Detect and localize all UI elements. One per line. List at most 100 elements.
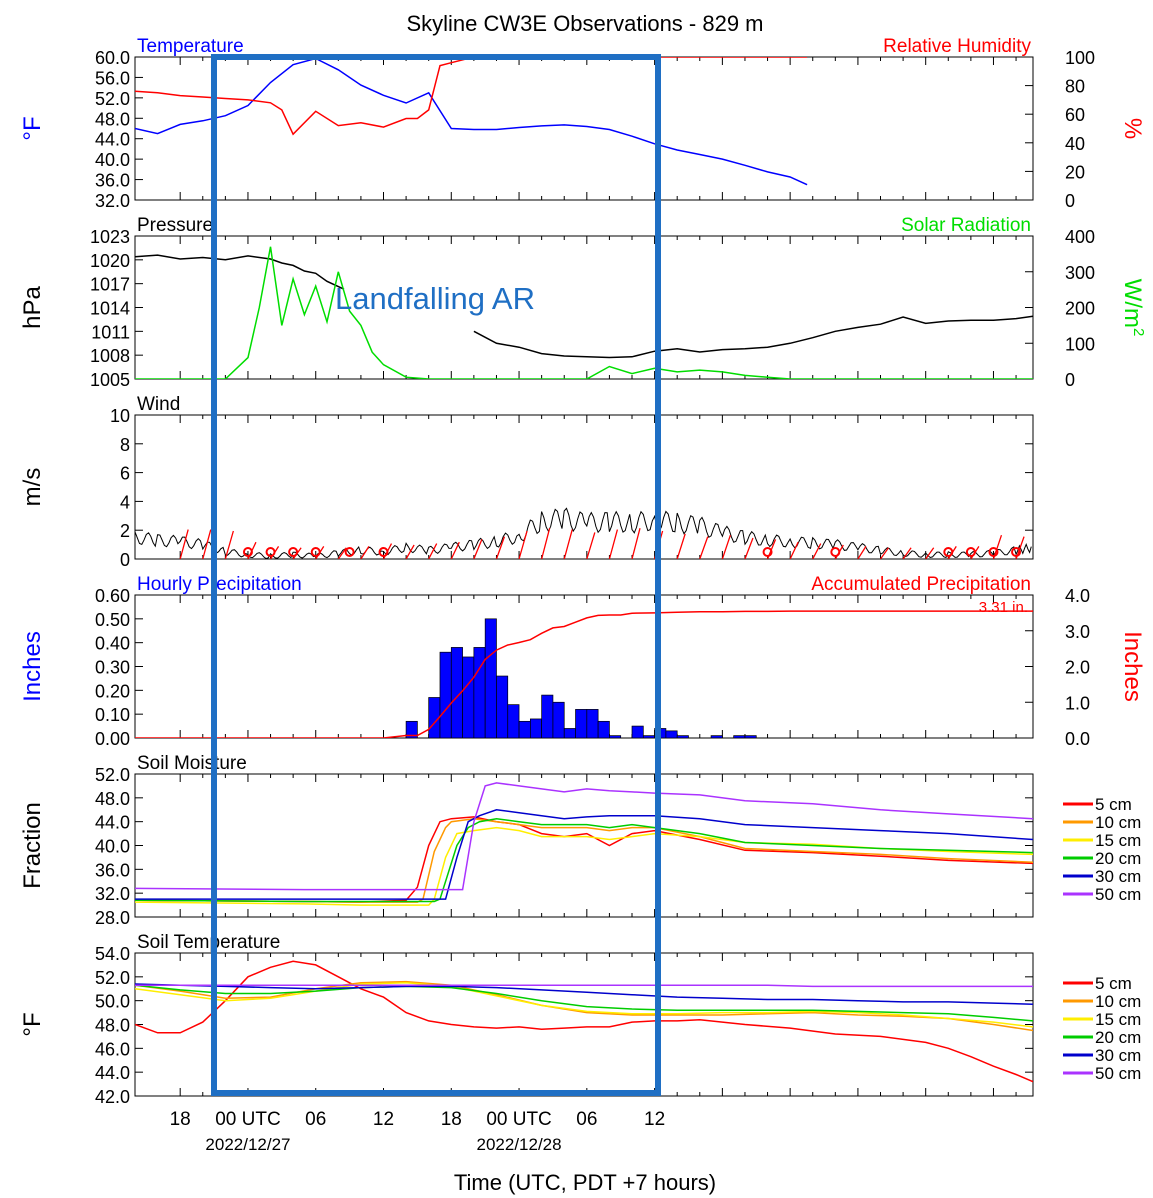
data-layer [135,610,1033,738]
series-line-5-cm [135,960,1033,1083]
panel-temperature: 60.056.052.048.044.040.036.032.0 100 80 60 4… [19,36,1146,211]
wind-barb [608,529,619,559]
y-tick-label: 48.0 [95,1016,130,1036]
calm-marker [988,547,999,557]
y-tick-label: 32.0 [95,884,130,904]
panel-frame [134,773,1034,918]
data-layer [135,57,808,186]
y-tick-label: 6 [120,464,130,484]
legend-label: 15 cm [1095,831,1141,850]
precip-bar [541,694,554,738]
y-tick-label: 52.0 [95,89,130,109]
y-tick-label: 0.60 [95,586,130,606]
y2-axis-title: Inches [1119,631,1146,702]
wind-barb [879,547,890,559]
y2-tick-label: 0.0 [1065,729,1090,749]
wind-barb [631,528,641,559]
y2-tick-label: 2.0 [1065,658,1090,678]
y-tick-label: 10 [110,406,130,426]
calm-marker [943,547,954,557]
series-line-10-cm [135,817,1033,903]
y-tick-label: 42.0 [95,1087,130,1107]
wind-barb [405,544,415,559]
series-line-s0 [135,57,808,186]
y-axis-title: Fraction [19,802,46,889]
legend-label: 10 cm [1095,813,1141,832]
y2-tick-label: 100 [1065,48,1095,68]
wind-barb [586,532,596,559]
wind-barb [812,543,822,559]
precip-bar [518,720,531,738]
series-line-s0 [135,254,345,290]
precip-bar [586,709,599,738]
calm-marker [344,547,355,557]
legend-label: 15 cm [1095,1010,1141,1029]
precip-bar [631,725,644,738]
panel-label-right: Relative Humidity [883,36,1031,57]
y-axis-title: °F [19,1012,46,1036]
x-tick-label: 12 [373,1109,394,1130]
panels: 60.056.052.048.044.040.036.032.010080604… [19,36,1147,1107]
panel-label-right: Accumulated Precipitation [811,574,1031,595]
y-tick-label: 0.20 [95,681,130,701]
y2-tick-label: 3.0 [1065,622,1090,642]
wind-barb [676,533,686,559]
y2-tick-label: 200 [1065,299,1095,319]
y-axis-title: hPa [19,285,46,328]
y-tick-label: 0.10 [95,705,130,725]
y-tick-label: 1014 [90,299,130,319]
total-precip-label: 3.31 in. [979,599,1028,616]
x-tick-date: 2022/12/27 [205,1135,290,1154]
x-axis-label: Time (UTC, PDT +7 hours) [454,1170,716,1195]
calm-marker [762,547,773,557]
wind-barb [360,546,370,559]
y2-axis-title-sup: 2 [1130,328,1147,336]
y-tick-label: 44.0 [95,1063,130,1083]
y-tick-label: 0.30 [95,658,130,678]
y-tick-label: 40.0 [95,150,130,170]
y-tick-label: 1005 [90,370,130,390]
y-tick-label: 50.0 [95,992,130,1012]
panel-wind: 10 8 6 4 2 0 Wind m/s [19,394,1034,570]
y-tick-label: 36.0 [95,860,130,880]
precip-bar [552,701,565,738]
legend-label: 5 cm [1095,974,1132,993]
calm-marker [288,547,299,557]
panel-label-right: Solar Radiation [901,215,1031,236]
series-line-10-cm [135,980,1033,1032]
wind-barb [857,546,867,559]
wind-barb [450,541,460,559]
y2-tick-label: 80 [1065,77,1085,97]
wind-barb [428,543,438,559]
precip-bar [710,735,723,738]
series-line-30-cm [135,809,1033,900]
legend-label: 50 cm [1095,1064,1141,1083]
y-tick-label: 1017 [90,275,130,295]
calm-marker [378,547,389,557]
panel-frame [134,56,1034,201]
wind-barb [699,536,709,559]
wind-barb [202,529,212,559]
y-tick-label: 4 [120,492,130,512]
series-line-wind-speed [135,507,1032,559]
precip-bar [529,718,542,738]
y-tick-label: 36.0 [95,171,130,191]
y-tick-label: 44.0 [95,813,130,833]
x-tick-label: 00 UTC [215,1109,280,1130]
wind-barb [337,547,347,559]
y2-axis-title: % [1119,118,1146,139]
y-tick-label: 1008 [90,346,130,366]
y-tick-label: 8 [120,435,130,455]
precip-bar [609,735,622,738]
series-line-30-cm [135,983,1033,1005]
y-tick-label: 52.0 [95,765,130,785]
panel-soil_moisture: 52.0 48.0 44.0 40.0 36.0 32.0 28.0 Soil Moistur… [19,753,1141,928]
landfalling-ar-box [211,54,661,1096]
y-tick-label: 44.0 [95,130,130,150]
precip-bar [597,720,610,738]
y-tick-label: 0.40 [95,634,130,654]
series-line-s1 [473,315,1033,359]
y2-tick-label: 20 [1065,162,1085,182]
y2-axis-title: W/m2 [1119,279,1147,337]
data-layer [135,960,1033,1083]
